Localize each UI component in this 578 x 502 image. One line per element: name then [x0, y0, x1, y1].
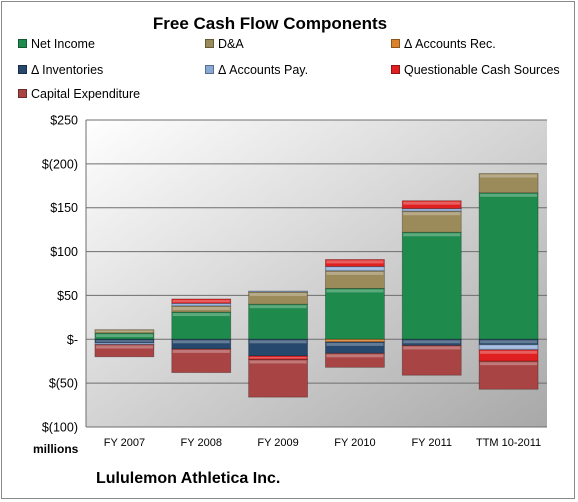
bar-segment	[478, 192, 539, 340]
bar-highlight	[172, 340, 230, 344]
bar-highlight	[480, 193, 538, 197]
bar-segment	[325, 259, 385, 267]
bar-highlight	[249, 340, 307, 344]
bar-highlight	[403, 233, 461, 237]
bar-segment	[94, 344, 155, 358]
bar-segment	[478, 173, 539, 194]
bar-highlight	[326, 260, 384, 264]
bar-highlight	[249, 292, 307, 296]
x-tick-label: FY 2010	[334, 437, 375, 449]
bar-highlight	[172, 313, 230, 317]
bar-segment	[478, 338, 539, 345]
plot-area	[86, 120, 547, 427]
bar-highlight	[480, 362, 538, 366]
bar-highlight	[403, 201, 461, 205]
bar-highlight	[326, 354, 384, 358]
units-label: millions	[33, 442, 79, 456]
bar-highlight	[172, 306, 230, 310]
bar-highlight	[326, 342, 384, 346]
bar-highlight	[249, 360, 307, 364]
y-tick-label: $(50)	[49, 377, 78, 391]
bar-segment	[171, 298, 232, 304]
legend-item: Δ Inventories	[18, 63, 103, 77]
legend-item: Δ Accounts Rec.	[391, 37, 496, 51]
bar-segment	[248, 359, 308, 398]
bar-highlight	[326, 289, 384, 293]
legend-swatch	[391, 65, 400, 74]
bar-highlight	[403, 209, 461, 211]
bar-segment	[478, 360, 539, 390]
legend-swatch	[18, 89, 27, 98]
bar-segment	[171, 311, 232, 340]
legend-swatch	[205, 39, 214, 48]
x-tick-label: FY 2009	[257, 437, 298, 449]
bar-highlight	[172, 349, 230, 353]
legend-label: D&A	[218, 37, 244, 51]
y-tick-label: $(100)	[42, 421, 78, 435]
bar-highlight	[326, 267, 384, 270]
bar-segment	[248, 290, 308, 293]
x-tick-label: TTM 10-2011	[476, 437, 541, 449]
legend-item: Net Income	[18, 37, 95, 51]
bar-segment	[325, 352, 385, 368]
bar-segment	[325, 288, 385, 340]
legend-swatch	[18, 39, 27, 48]
bar-highlight	[480, 340, 538, 344]
x-tick-label: FY 2007	[104, 437, 145, 449]
y-tick-label: $150	[50, 201, 78, 215]
bar-highlight	[403, 346, 461, 350]
legend-label: Questionable Cash Sources	[404, 63, 560, 77]
bar-highlight	[249, 356, 307, 359]
bar-highlight	[403, 212, 461, 216]
bar-highlight	[403, 340, 461, 344]
bar-highlight	[480, 350, 538, 354]
bar-segment	[248, 303, 308, 340]
bar-segment	[401, 231, 462, 340]
bar-highlight	[480, 174, 538, 178]
bar-highlight	[326, 271, 384, 275]
x-tick-label: FY 2011	[411, 437, 452, 449]
legend-swatch	[391, 39, 400, 48]
legend-label: Δ Inventories	[31, 63, 104, 77]
bar-highlight	[326, 340, 384, 341]
legend-item: Questionable Cash Sources	[391, 63, 560, 77]
bar-segment	[401, 345, 462, 376]
bar-segment	[171, 348, 232, 374]
bar-highlight	[249, 305, 307, 309]
legend-item: Δ Accounts Pay.	[205, 63, 308, 77]
bar-highlight	[95, 330, 153, 333]
legend-item: Capital Expenditure	[18, 87, 140, 101]
chart-title: Free Cash Flow Components	[152, 14, 388, 33]
bar-highlight	[95, 334, 153, 338]
bar-segment	[94, 329, 155, 334]
company-name: Lululemon Athletica Inc.	[96, 470, 281, 487]
legend-item: D&A	[205, 37, 244, 51]
bar-highlight	[172, 299, 230, 303]
legend-label: Δ Accounts Rec.	[404, 37, 496, 51]
legend-label: Capital Expenditure	[31, 87, 141, 101]
legend-label: Net Income	[31, 37, 95, 51]
x-tick-label: FY 2008	[181, 437, 222, 449]
y-tick-label: $50	[57, 289, 78, 303]
legend-label: Δ Accounts Pay.	[218, 63, 309, 77]
bar-segment	[94, 342, 155, 345]
legend-swatch	[205, 65, 214, 74]
y-tick-label: $(200)	[42, 157, 78, 171]
y-tick-label: $-	[67, 333, 78, 347]
bar-highlight	[480, 345, 538, 349]
bar-highlight	[172, 304, 230, 305]
y-tick-label: $250	[50, 114, 78, 128]
bar-highlight	[95, 340, 153, 342]
bar-highlight	[95, 345, 153, 349]
bar-segment	[401, 200, 462, 209]
bar-segment	[171, 338, 232, 350]
legend-swatch	[18, 65, 27, 74]
y-tick-label: $100	[50, 245, 78, 259]
